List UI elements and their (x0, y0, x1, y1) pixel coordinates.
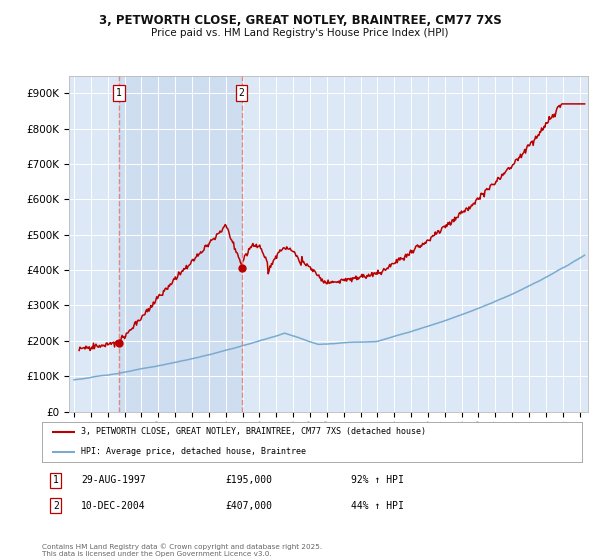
Text: £195,000: £195,000 (225, 475, 272, 486)
Text: 2: 2 (239, 88, 244, 99)
Text: 3, PETWORTH CLOSE, GREAT NOTLEY, BRAINTREE, CM77 7XS (detached house): 3, PETWORTH CLOSE, GREAT NOTLEY, BRAINTR… (81, 427, 426, 436)
Text: Contains HM Land Registry data © Crown copyright and database right 2025.
This d: Contains HM Land Registry data © Crown c… (42, 544, 322, 557)
Text: 1: 1 (53, 475, 59, 486)
Text: 10-DEC-2004: 10-DEC-2004 (81, 501, 146, 511)
Text: 1: 1 (116, 88, 122, 99)
Text: 29-AUG-1997: 29-AUG-1997 (81, 475, 146, 486)
Text: 44% ↑ HPI: 44% ↑ HPI (351, 501, 404, 511)
Text: 3, PETWORTH CLOSE, GREAT NOTLEY, BRAINTREE, CM77 7XS: 3, PETWORTH CLOSE, GREAT NOTLEY, BRAINTR… (98, 14, 502, 27)
Text: 2: 2 (53, 501, 59, 511)
Text: Price paid vs. HM Land Registry's House Price Index (HPI): Price paid vs. HM Land Registry's House … (151, 28, 449, 38)
Text: 92% ↑ HPI: 92% ↑ HPI (351, 475, 404, 486)
Text: HPI: Average price, detached house, Braintree: HPI: Average price, detached house, Brai… (81, 447, 306, 456)
Text: £407,000: £407,000 (225, 501, 272, 511)
Bar (119, 76, 242, 412)
